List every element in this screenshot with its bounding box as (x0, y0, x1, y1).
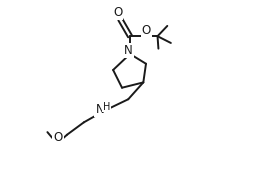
Text: O: O (54, 131, 63, 144)
Text: O: O (142, 24, 151, 37)
Text: N: N (95, 103, 104, 116)
Text: H: H (103, 101, 110, 112)
Text: O: O (113, 6, 122, 19)
Text: N: N (124, 44, 133, 57)
